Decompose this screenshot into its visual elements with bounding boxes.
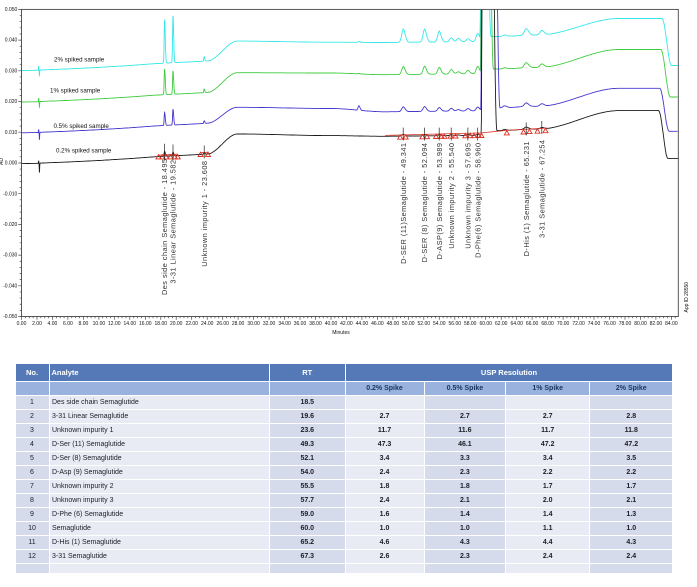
svg-text:0.010: 0.010 <box>5 130 18 136</box>
svg-text:0.020: 0.020 <box>5 99 18 105</box>
svg-text:D-ASP(9) Semaglutide - 53.989: D-ASP(9) Semaglutide - 53.989 <box>435 143 444 260</box>
svg-text:68.00: 68.00 <box>541 321 554 327</box>
svg-text:0.050: 0.050 <box>5 7 18 13</box>
svg-text:60.00: 60.00 <box>479 321 492 327</box>
svg-text:0.5% spiked sample: 0.5% spiked sample <box>54 123 110 130</box>
svg-text:D-SER (8) Semaglutide - 52.094: D-SER (8) Semaglutide - 52.094 <box>420 143 429 263</box>
svg-text:-0.030: -0.030 <box>3 253 17 259</box>
svg-text:4.00: 4.00 <box>48 321 58 327</box>
svg-text:D-Phe(6) Semaglutide - 58.960: D-Phe(6) Semaglutide - 58.960 <box>473 143 482 258</box>
svg-text:70.00: 70.00 <box>557 321 570 327</box>
svg-text:12.00: 12.00 <box>108 321 121 327</box>
svg-text:-0.050: -0.050 <box>3 314 17 320</box>
svg-text:Des side chain Semaglutide - 1: Des side chain Semaglutide - 18.495 <box>160 159 169 296</box>
svg-text:-0.040: -0.040 <box>3 283 17 289</box>
svg-text:40.00: 40.00 <box>325 321 338 327</box>
svg-text:-0.010: -0.010 <box>3 191 17 197</box>
svg-text:64.00: 64.00 <box>510 321 523 327</box>
svg-text:18.00: 18.00 <box>155 321 168 327</box>
svg-text:50.00: 50.00 <box>402 321 415 327</box>
svg-text:26.00: 26.00 <box>216 321 229 327</box>
svg-text:0.030: 0.030 <box>5 68 18 74</box>
svg-text:66.00: 66.00 <box>526 321 539 327</box>
svg-text:2.00: 2.00 <box>32 321 42 327</box>
svg-text:-0.020: -0.020 <box>3 222 17 228</box>
svg-text:48.00: 48.00 <box>387 321 400 327</box>
svg-text:34.00: 34.00 <box>278 321 291 327</box>
svg-text:D-SER (11)Semaglutide - 49.341: D-SER (11)Semaglutide - 49.341 <box>399 143 408 264</box>
svg-text:1% spiked sample: 1% spiked sample <box>50 88 101 95</box>
svg-text:6.00: 6.00 <box>63 321 73 327</box>
svg-text:56.00: 56.00 <box>449 321 462 327</box>
svg-text:82.00: 82.00 <box>650 321 663 327</box>
svg-text:10.00: 10.00 <box>93 321 106 327</box>
svg-text:44.00: 44.00 <box>356 321 369 327</box>
svg-text:Minutes: Minutes <box>332 330 350 336</box>
svg-text:Unknown impurity 3 - 57.695: Unknown impurity 3 - 57.695 <box>464 143 473 249</box>
svg-text:Unknown impurity 2 - 55.540: Unknown impurity 2 - 55.540 <box>447 143 456 249</box>
svg-text:84.00: 84.00 <box>665 321 678 327</box>
svg-text:3-31 Semaglutide - 67.254: 3-31 Semaglutide - 67.254 <box>537 140 546 238</box>
svg-text:0.2% spiked sample: 0.2% spiked sample <box>56 148 112 155</box>
svg-text:30.00: 30.00 <box>247 321 260 327</box>
svg-text:0.00: 0.00 <box>17 321 27 327</box>
svg-text:0.040: 0.040 <box>5 38 18 44</box>
svg-text:42.00: 42.00 <box>340 321 353 327</box>
svg-text:8.00: 8.00 <box>79 321 89 327</box>
svg-text:54.00: 54.00 <box>433 321 446 327</box>
svg-text:78.00: 78.00 <box>619 321 632 327</box>
svg-text:74.00: 74.00 <box>588 321 601 327</box>
svg-text:76.00: 76.00 <box>603 321 616 327</box>
svg-text:22.00: 22.00 <box>185 321 198 327</box>
svg-text:62.00: 62.00 <box>495 321 508 327</box>
svg-text:16.00: 16.00 <box>139 321 152 327</box>
svg-text:0.000: 0.000 <box>5 161 18 167</box>
svg-text:72.00: 72.00 <box>572 321 585 327</box>
svg-text:32.00: 32.00 <box>263 321 276 327</box>
svg-text:24.00: 24.00 <box>201 321 214 327</box>
svg-text:52.00: 52.00 <box>418 321 431 327</box>
svg-text:20.00: 20.00 <box>170 321 183 327</box>
svg-text:46.00: 46.00 <box>371 321 384 327</box>
svg-text:58.00: 58.00 <box>464 321 477 327</box>
svg-text:App ID 28550: App ID 28550 <box>684 282 690 313</box>
svg-text:AU: AU <box>0 158 5 165</box>
svg-text:D-His (1) Semaglutide - 65.231: D-His (1) Semaglutide - 65.231 <box>522 141 531 256</box>
svg-text:36.00: 36.00 <box>294 321 307 327</box>
svg-text:80.00: 80.00 <box>634 321 647 327</box>
svg-text:3-31 Linear Semaglutide - 19.5: 3-31 Linear Semaglutide - 19.582 <box>169 160 178 284</box>
svg-text:2% spiked sample: 2% spiked sample <box>54 57 105 64</box>
svg-text:14.00: 14.00 <box>124 321 137 327</box>
svg-text:28.00: 28.00 <box>232 321 245 327</box>
svg-text:38.00: 38.00 <box>309 321 322 327</box>
svg-text:Unknown impurity 1 - 23.608: Unknown impurity 1 - 23.608 <box>200 161 209 267</box>
